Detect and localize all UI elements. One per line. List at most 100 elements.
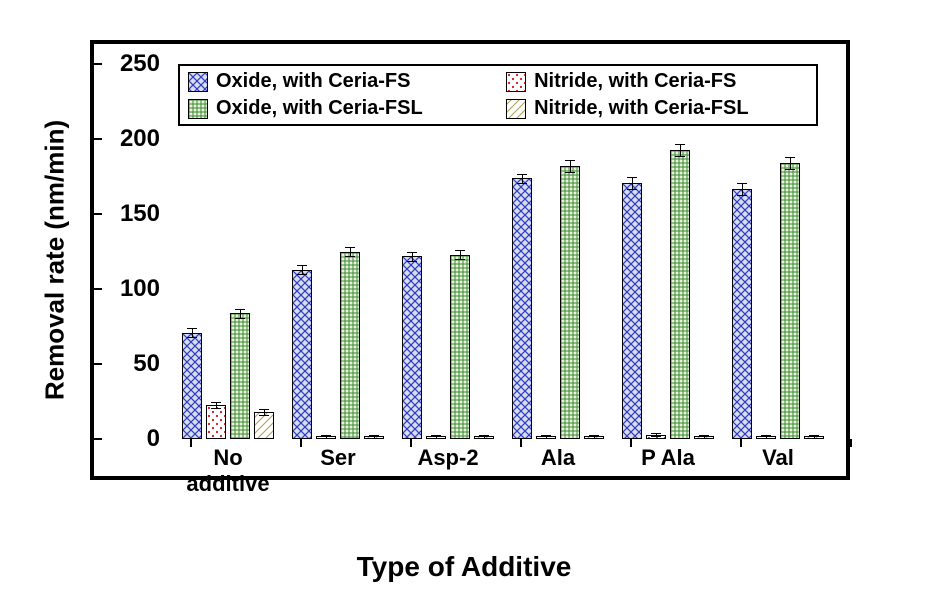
- error-cap: [761, 438, 771, 439]
- bar: [732, 189, 752, 440]
- x-tick-label: Asp-2: [417, 445, 478, 471]
- bar: [622, 183, 642, 440]
- error-cap: [431, 435, 441, 436]
- y-tick-label: 150: [100, 200, 160, 228]
- legend-label: Oxide, with Ceria-FS: [216, 70, 410, 93]
- legend-item: Nitride, with Ceria-FS: [506, 70, 808, 93]
- y-tick-label: 200: [100, 125, 160, 153]
- error-cap: [369, 438, 379, 439]
- error-cap: [235, 309, 245, 310]
- legend-item: Oxide, with Ceria-FSL: [188, 97, 482, 120]
- legend-item: Nitride, with Ceria-FSL: [506, 97, 808, 120]
- error-cap: [699, 435, 709, 436]
- error-cap: [517, 183, 527, 184]
- error-cap: [455, 259, 465, 260]
- x-tick-mark: [410, 439, 412, 447]
- error-cap: [297, 265, 307, 266]
- legend-label: Nitride, with Ceria-FS: [534, 70, 736, 93]
- error-cap: [187, 328, 197, 329]
- x-tick-mark: [520, 439, 522, 447]
- x-tick-mark: [630, 439, 632, 447]
- x-tick-mark: [850, 439, 852, 447]
- y-tick-label: 0: [100, 425, 160, 453]
- error-cap: [455, 250, 465, 251]
- bar: [182, 333, 202, 440]
- x-tick-mark: [740, 439, 742, 447]
- error-cap: [809, 438, 819, 439]
- y-tick-label: 250: [100, 50, 160, 78]
- bar: [254, 412, 274, 439]
- x-tick-label: Noadditive: [186, 445, 269, 497]
- error-cap: [651, 436, 661, 437]
- error-cap: [675, 156, 685, 157]
- bar: [292, 270, 312, 440]
- error-bar: [790, 157, 791, 169]
- legend-label: Nitride, with Ceria-FSL: [534, 97, 748, 120]
- x-tick-label: Ala: [541, 445, 575, 471]
- legend-swatch-nitride-fsl: [506, 99, 526, 119]
- error-cap: [517, 174, 527, 175]
- error-cap: [589, 438, 599, 439]
- error-cap: [187, 337, 197, 338]
- error-bar: [742, 183, 743, 195]
- legend-swatch-nitride-fs: [506, 72, 526, 92]
- error-cap: [321, 438, 331, 439]
- error-cap: [699, 438, 709, 439]
- error-bar: [350, 247, 351, 256]
- legend-swatch-oxide-fsl: [188, 99, 208, 119]
- error-cap: [235, 318, 245, 319]
- bar: [512, 178, 532, 439]
- y-tick-label: 50: [100, 350, 160, 378]
- error-bar: [460, 250, 461, 259]
- error-cap: [259, 415, 269, 416]
- error-cap: [565, 172, 575, 173]
- legend-label: Oxide, with Ceria-FSL: [216, 97, 423, 120]
- error-cap: [627, 177, 637, 178]
- bar: [560, 166, 580, 439]
- error-cap: [345, 256, 355, 257]
- error-cap: [737, 195, 747, 196]
- error-cap: [479, 435, 489, 436]
- error-cap: [565, 160, 575, 161]
- error-cap: [737, 183, 747, 184]
- bar: [206, 405, 226, 440]
- bar: [670, 150, 690, 440]
- error-cap: [541, 438, 551, 439]
- bar: [230, 313, 250, 439]
- error-cap: [369, 435, 379, 436]
- y-tick-label: 100: [100, 275, 160, 303]
- error-cap: [589, 435, 599, 436]
- error-cap: [321, 435, 331, 436]
- error-cap: [675, 144, 685, 145]
- error-bar: [680, 144, 681, 156]
- error-cap: [785, 169, 795, 170]
- error-cap: [541, 435, 551, 436]
- x-axis-label: Type of Additive: [0, 551, 928, 583]
- x-tick-label: Ser: [320, 445, 355, 471]
- error-bar: [192, 328, 193, 337]
- x-tick-label: P Ala: [641, 445, 695, 471]
- error-cap: [809, 435, 819, 436]
- error-cap: [211, 402, 221, 403]
- bar: [402, 256, 422, 439]
- error-cap: [651, 433, 661, 434]
- error-cap: [345, 247, 355, 248]
- error-cap: [785, 157, 795, 158]
- error-bar: [302, 265, 303, 274]
- error-bar: [412, 252, 413, 261]
- legend-swatch-oxide-fs: [188, 72, 208, 92]
- error-cap: [297, 274, 307, 275]
- error-bar: [570, 160, 571, 172]
- error-cap: [431, 438, 441, 439]
- error-cap: [259, 409, 269, 410]
- bar: [450, 255, 470, 440]
- bar: [780, 163, 800, 439]
- y-axis-label: Removal rate (nm/min): [40, 120, 71, 400]
- legend-item: Oxide, with Ceria-FS: [188, 70, 482, 93]
- error-cap: [407, 261, 417, 262]
- error-bar: [632, 177, 633, 189]
- error-cap: [407, 252, 417, 253]
- legend: Oxide, with Ceria-FS Nitride, with Ceria…: [178, 64, 818, 126]
- error-cap: [211, 408, 221, 409]
- bar: [340, 252, 360, 440]
